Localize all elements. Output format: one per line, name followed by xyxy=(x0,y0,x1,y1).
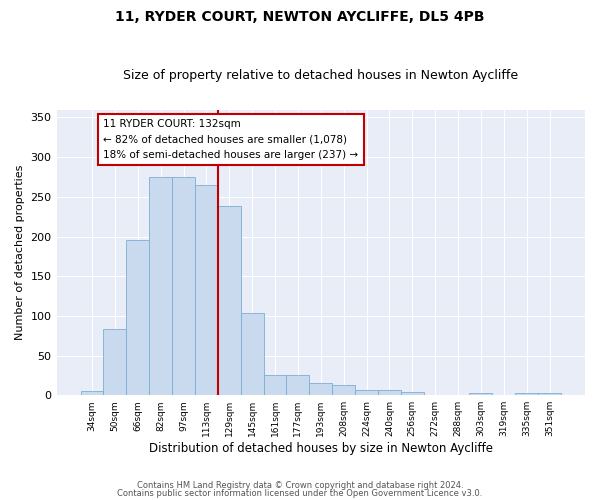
Bar xyxy=(103,328,127,395)
Title: Size of property relative to detached houses in Newton Aycliffe: Size of property relative to detached ho… xyxy=(123,69,518,82)
Bar xyxy=(332,385,355,395)
Y-axis label: Number of detached properties: Number of detached properties xyxy=(15,164,25,340)
Bar xyxy=(355,390,378,395)
Bar xyxy=(80,391,103,395)
Text: Contains public sector information licensed under the Open Government Licence v3: Contains public sector information licen… xyxy=(118,488,482,498)
Text: 11 RYDER COURT: 132sqm
← 82% of detached houses are smaller (1,078)
18% of semi-: 11 RYDER COURT: 132sqm ← 82% of detached… xyxy=(103,119,359,160)
Bar xyxy=(195,185,218,395)
Bar xyxy=(286,376,310,395)
Bar xyxy=(401,392,424,395)
Bar xyxy=(149,177,172,395)
Bar xyxy=(515,393,538,395)
Bar xyxy=(263,374,286,395)
Text: Contains HM Land Registry data © Crown copyright and database right 2024.: Contains HM Land Registry data © Crown c… xyxy=(137,481,463,490)
Bar xyxy=(127,240,149,395)
Bar xyxy=(310,382,332,395)
X-axis label: Distribution of detached houses by size in Newton Aycliffe: Distribution of detached houses by size … xyxy=(149,442,493,455)
Bar xyxy=(538,393,561,395)
Text: 11, RYDER COURT, NEWTON AYCLIFFE, DL5 4PB: 11, RYDER COURT, NEWTON AYCLIFFE, DL5 4P… xyxy=(115,10,485,24)
Bar xyxy=(218,206,241,395)
Bar xyxy=(469,393,493,395)
Bar xyxy=(378,390,401,395)
Bar xyxy=(241,312,263,395)
Bar xyxy=(172,177,195,395)
